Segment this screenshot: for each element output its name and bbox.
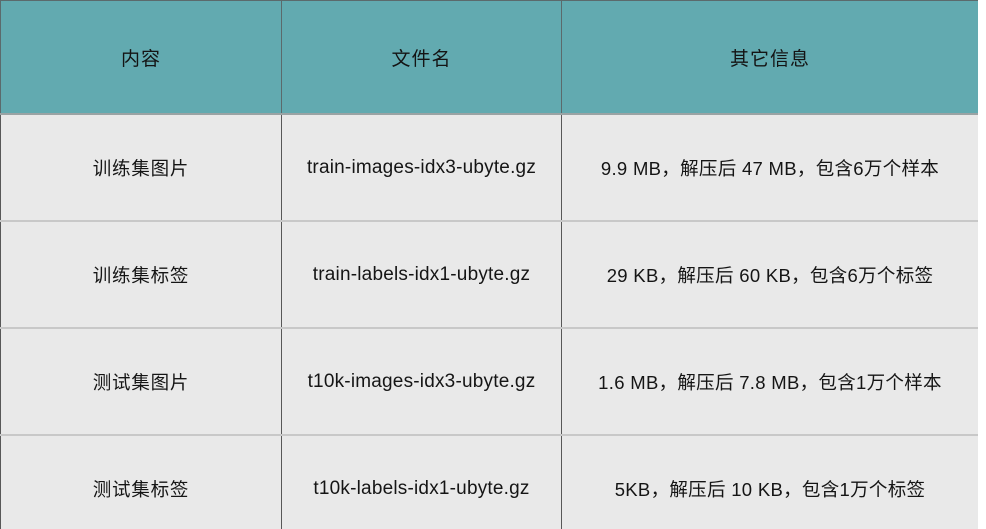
table-row: 测试集标签 t10k-labels-idx1-ubyte.gz 5KB，解压后 … [0,435,978,529]
cell-info: 29 KB，解压后 60 KB，包含6万个标签 [561,221,978,329]
table-header: 内容 文件名 其它信息 [0,0,978,115]
cell-info: 1.6 MB，解压后 7.8 MB，包含1万个样本 [561,328,978,436]
column-header-content: 内容 [0,0,282,115]
table-body: 训练集图片 train-images-idx3-ubyte.gz 9.9 MB，… [0,114,978,529]
cell-content: 测试集图片 [0,328,282,436]
cell-filename: t10k-labels-idx1-ubyte.gz [281,435,562,529]
cell-info: 9.9 MB，解压后 47 MB，包含6万个样本 [561,114,978,222]
column-header-info: 其它信息 [561,0,978,115]
cell-filename: train-images-idx3-ubyte.gz [281,114,562,222]
cell-filename: t10k-images-idx3-ubyte.gz [281,328,562,436]
column-header-filename: 文件名 [281,0,562,115]
table-row: 训练集标签 train-labels-idx1-ubyte.gz 29 KB，解… [0,221,978,329]
cell-filename: train-labels-idx1-ubyte.gz [281,221,562,329]
cell-info: 5KB，解压后 10 KB，包含1万个标签 [561,435,978,529]
table-row: 训练集图片 train-images-idx3-ubyte.gz 9.9 MB，… [0,114,978,222]
cell-content: 训练集标签 [0,221,282,329]
table-header-row: 内容 文件名 其它信息 [0,0,978,115]
cell-content: 测试集标签 [0,435,282,529]
cell-content: 训练集图片 [0,114,282,222]
table-row: 测试集图片 t10k-images-idx3-ubyte.gz 1.6 MB，解… [0,328,978,436]
